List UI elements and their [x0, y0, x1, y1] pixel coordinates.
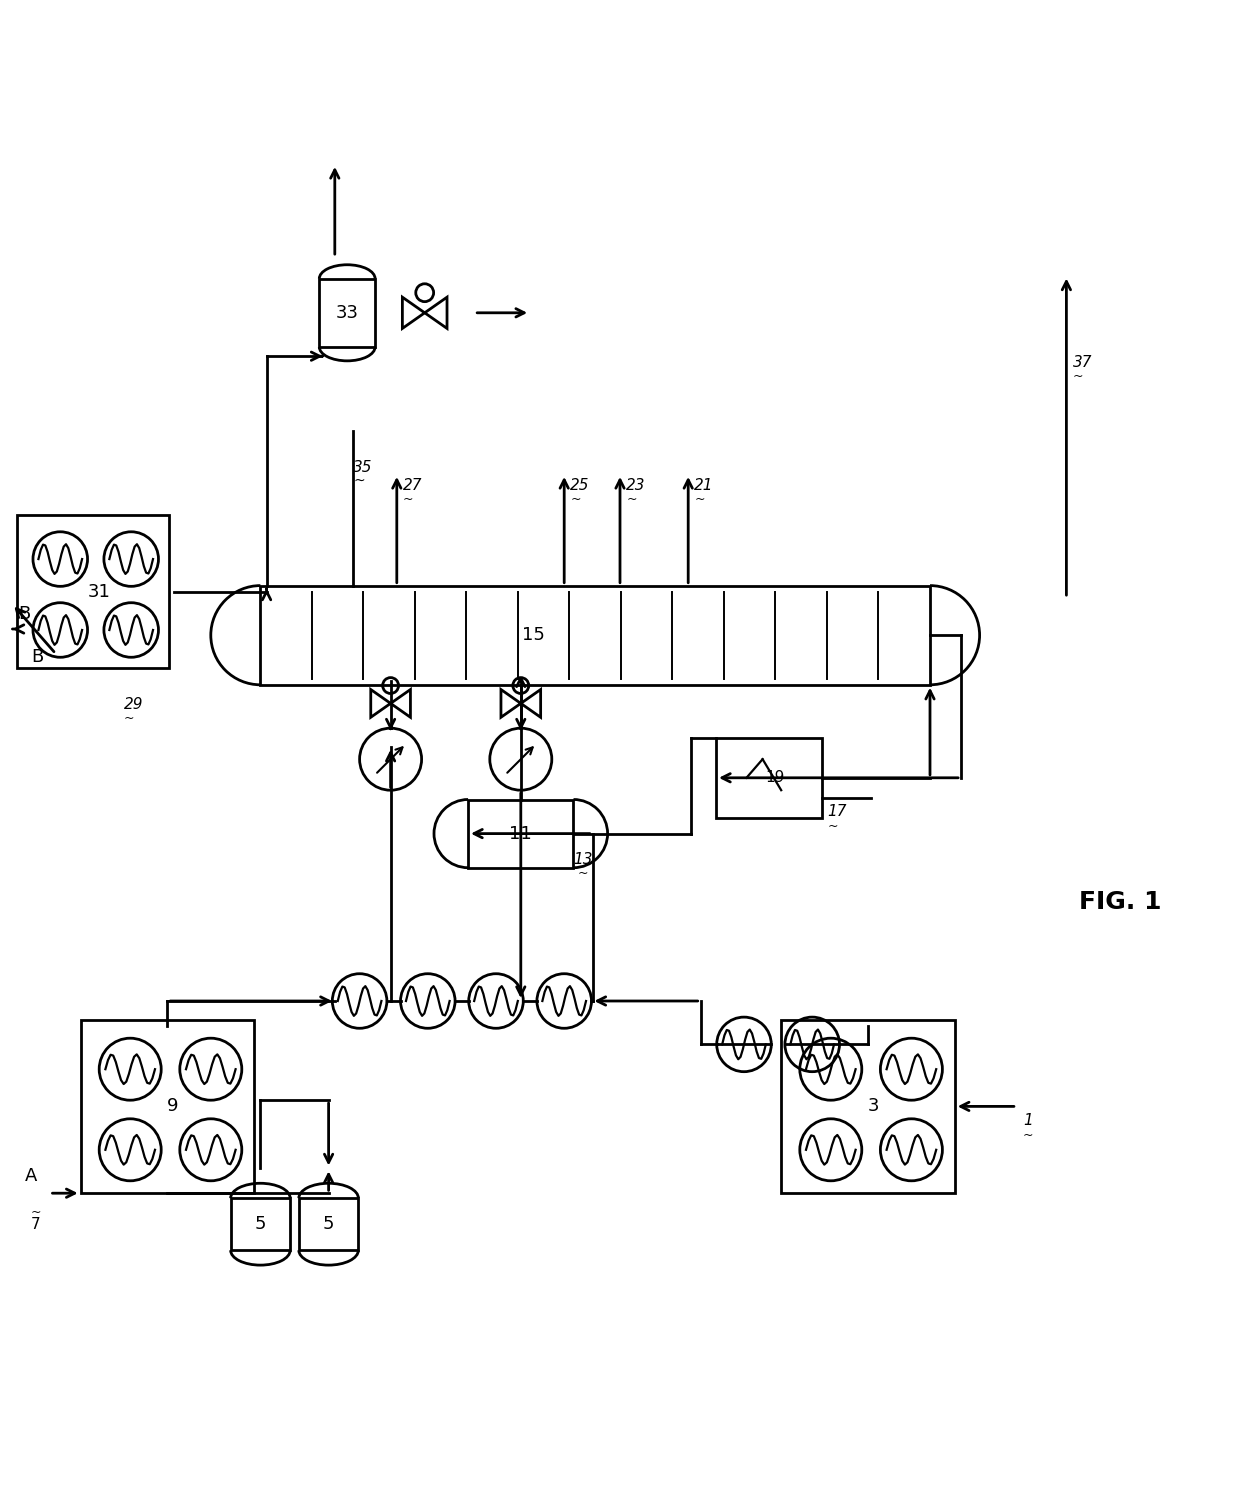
Text: 9: 9	[166, 1098, 179, 1116]
Text: 3: 3	[867, 1098, 879, 1116]
Text: ~: ~	[1073, 369, 1083, 383]
Text: 23: 23	[626, 477, 646, 492]
Text: ~: ~	[124, 712, 134, 724]
Text: 17: 17	[828, 804, 847, 819]
Text: ~: ~	[828, 821, 838, 833]
Text: FIG. 1: FIG. 1	[1079, 890, 1162, 914]
Text: B: B	[19, 605, 31, 623]
Text: 25: 25	[570, 477, 590, 492]
Bar	[781, 1020, 955, 1193]
Text: 37: 37	[1073, 355, 1092, 370]
Text: 11: 11	[510, 825, 532, 842]
Text: 7: 7	[31, 1217, 41, 1232]
Bar	[299, 1199, 358, 1250]
Text: B: B	[31, 648, 43, 666]
Text: ~: ~	[1023, 1128, 1033, 1142]
Text: 29: 29	[124, 697, 144, 712]
Text: 35: 35	[353, 461, 373, 476]
Bar	[320, 279, 374, 346]
Text: 13: 13	[573, 852, 593, 867]
Bar	[260, 586, 930, 685]
Text: 15: 15	[522, 626, 544, 645]
Text: ~: ~	[403, 494, 413, 506]
Text: 31: 31	[88, 583, 110, 601]
Text: 33: 33	[336, 304, 358, 322]
Bar	[717, 738, 821, 818]
Bar	[467, 800, 573, 867]
Text: ~: ~	[626, 494, 636, 506]
Text: A: A	[25, 1167, 37, 1185]
Text: ~: ~	[31, 1206, 41, 1218]
Text: ~: ~	[578, 867, 588, 880]
Text: ~: ~	[694, 494, 704, 506]
Bar	[231, 1199, 290, 1250]
Text: ~: ~	[570, 494, 580, 506]
Bar	[16, 515, 170, 669]
Text: 5: 5	[254, 1215, 267, 1233]
Text: 1: 1	[1023, 1113, 1033, 1128]
Text: 27: 27	[403, 477, 423, 492]
Text: 5: 5	[322, 1215, 335, 1233]
Text: ~: ~	[353, 473, 365, 488]
Bar	[81, 1020, 254, 1193]
Text: 21: 21	[694, 477, 714, 492]
Text: 19: 19	[765, 770, 785, 785]
